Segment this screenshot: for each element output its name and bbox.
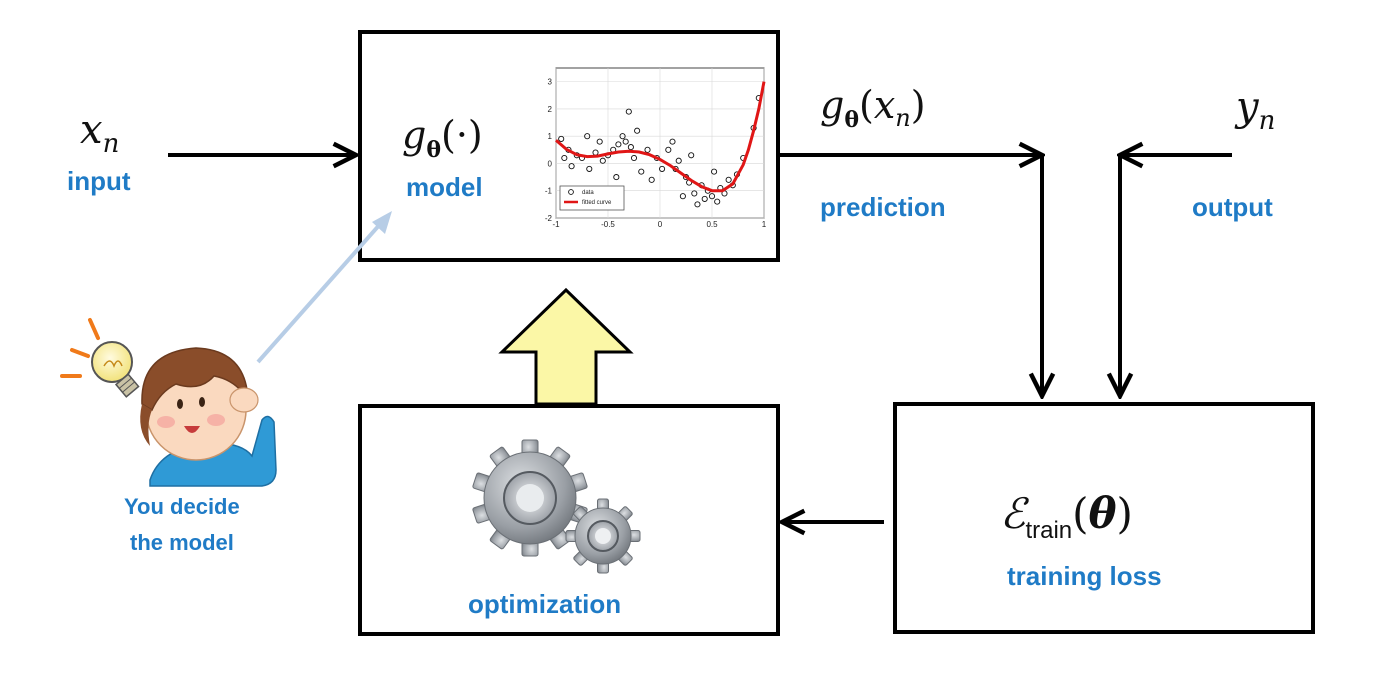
output-block: yn output <box>1120 84 1275 396</box>
person-to-model-arrow <box>256 211 392 364</box>
person-caption-line1: You decide <box>124 494 240 519</box>
prediction-symbol: gθ(xn) <box>820 83 926 133</box>
chart-data-point <box>613 174 620 181</box>
loss-box <box>893 402 1315 634</box>
chart-data-point <box>688 152 695 159</box>
chart-data-point <box>619 133 626 140</box>
chart-data-point <box>644 146 651 153</box>
prediction-block: gθ(xn) prediction <box>780 83 1042 396</box>
optimization-block: optimization <box>358 404 780 636</box>
gears-icon <box>472 439 641 574</box>
chart-data-point <box>675 157 682 164</box>
chart-x-tick-label: 1 <box>762 220 767 229</box>
chart-y-tick-label: 0 <box>548 159 553 168</box>
chart-data-point <box>558 135 565 142</box>
chart-data-point <box>634 127 641 134</box>
chart-data-point <box>599 157 606 164</box>
chart-data-point <box>701 195 708 202</box>
lightbulb-icon <box>60 318 140 398</box>
chart-data-point <box>615 141 622 148</box>
loss-block: ℰtrain(θ) training loss <box>893 402 1315 634</box>
chart-data-point <box>630 154 638 162</box>
chart-data-point <box>638 168 645 175</box>
chart-data-point <box>691 190 698 197</box>
chart-y-tick-label: 3 <box>548 78 553 87</box>
optimization-to-model-arrow <box>498 287 634 406</box>
chart-data-point <box>625 108 632 115</box>
chart-legend: data fitted curve <box>559 185 625 211</box>
prediction-label: prediction <box>820 192 946 222</box>
chart-fitted-curve <box>555 81 766 193</box>
person-caption-line2: the model <box>130 530 234 555</box>
chart-data-point <box>627 144 634 151</box>
chart-y-tick-label: 2 <box>548 105 553 114</box>
loss-symbol: ℰtrain(θ) <box>1000 489 1133 544</box>
chart-data-point <box>568 163 575 170</box>
optimization-label: optimization <box>468 589 621 619</box>
loss-label: training loss <box>1007 561 1162 591</box>
chart-data-point <box>596 138 603 145</box>
chart-data-point <box>725 176 732 183</box>
chart-data-point <box>708 193 716 200</box>
input-symbol: xn <box>80 107 119 159</box>
chart-y-tick-label: -1 <box>545 187 553 196</box>
chart-data-point <box>659 165 666 172</box>
model-symbol: gθ(·) <box>402 113 483 163</box>
chart-data-point <box>679 193 686 200</box>
chart-x-tick-label: -1 <box>552 220 560 229</box>
legend-curve-label: fitted curve <box>582 200 612 206</box>
chart-x-tick-label: -0.5 <box>601 220 615 229</box>
chart-data-point <box>669 138 676 145</box>
chart-data-point <box>622 138 629 145</box>
input-block: xn input <box>67 107 356 196</box>
chart-x-tick-label: 0 <box>658 220 663 229</box>
chart-data-point <box>694 201 701 208</box>
chart-data-point <box>584 133 591 140</box>
chart-data-point <box>711 168 718 175</box>
chart-data-point <box>665 146 672 153</box>
person-illustration: You decide the model <box>60 318 277 555</box>
chart-y-tick-label: -2 <box>545 214 553 223</box>
chart-x-tick-label: 0.5 <box>706 220 718 229</box>
model-label: model <box>406 172 483 202</box>
chart-data-point <box>561 154 568 162</box>
chart-data-point <box>648 176 655 183</box>
chart-grid <box>555 68 765 219</box>
chart-data-point <box>714 198 721 205</box>
chart-data-point <box>586 165 593 172</box>
legend-data-marker <box>568 189 574 195</box>
input-label: input <box>67 166 131 196</box>
output-label: output <box>1192 192 1273 222</box>
chart-y-tick-label: 1 <box>548 132 553 141</box>
legend-data-label: data <box>582 190 594 196</box>
output-symbol: yn <box>1234 84 1275 136</box>
